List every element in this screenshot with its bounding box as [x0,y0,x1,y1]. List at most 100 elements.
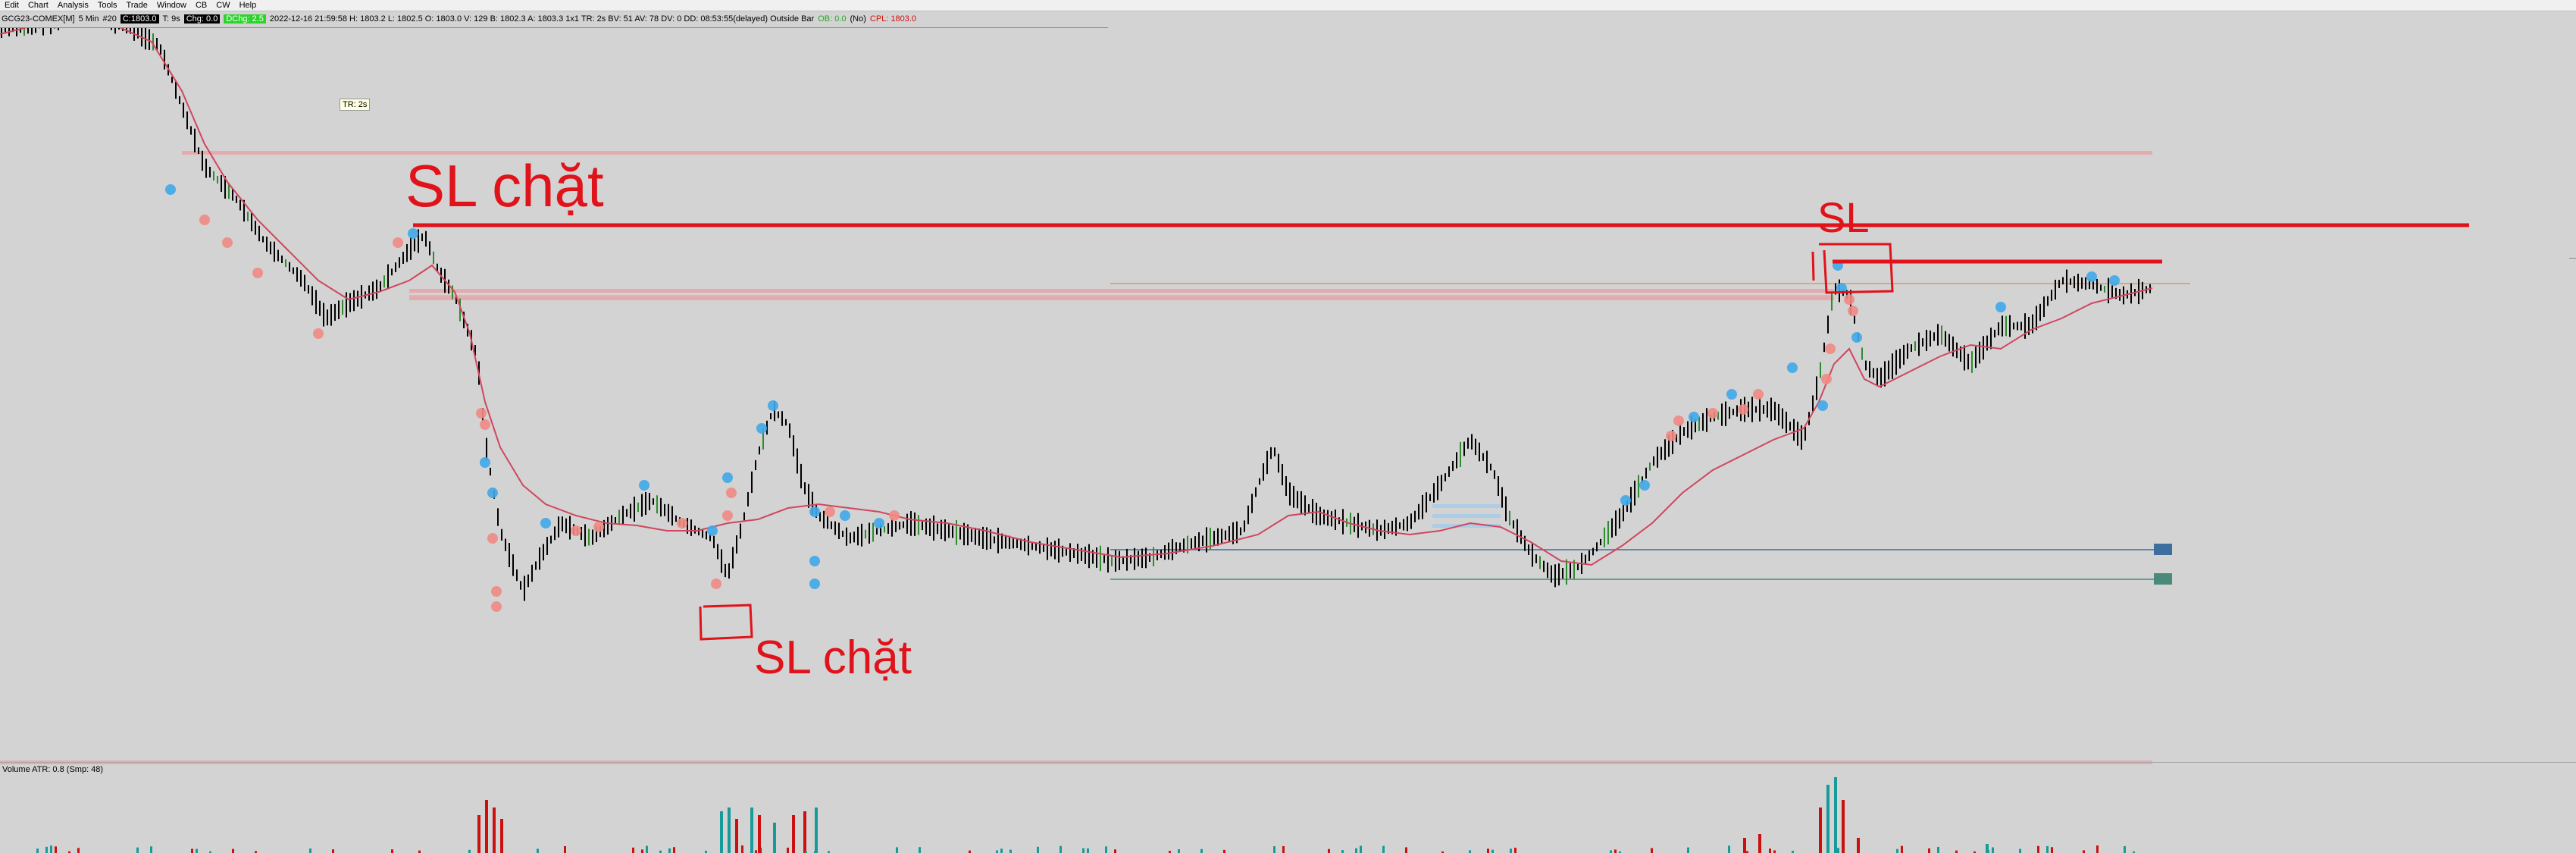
signal-dot-blue [840,510,850,521]
close-price-chip: C:1803.0 [120,14,159,24]
signal-dot-red [313,328,324,339]
volume-bar [728,808,731,853]
volume-bar [1223,849,1225,853]
menu-window[interactable]: Window [156,1,186,10]
signal-dot-red [1738,404,1748,415]
volume-bar [1901,845,1903,853]
signal-dot-red [1666,431,1676,441]
ob-value: OB: 0.0 [818,14,847,24]
signal-dot-red [825,506,835,517]
no-flag: (No) [850,14,866,24]
volume-bar [1928,848,1930,853]
menu-cb[interactable]: CB [195,1,208,10]
volume-bar [1060,845,1062,853]
volume-bar [1687,847,1689,853]
signal-dot-red [726,488,737,498]
signal-dot-blue [540,518,551,528]
volume-bar [537,848,539,853]
menu-edit[interactable]: Edit [5,1,19,10]
signal-dot-red [571,525,581,536]
symbol-label[interactable]: GCG23-COMEX[M] [2,14,75,24]
blue-level-marker [2154,544,2172,555]
volume-bar [1360,845,1362,853]
signal-dot-blue [756,423,767,434]
signal-dot-blue [1851,332,1862,343]
volume-bar [68,851,70,853]
menu-trade[interactable]: Trade [126,1,148,10]
volume-bar [309,848,311,853]
volume-bar [1842,800,1845,853]
volume-bar [232,848,234,853]
signal-dots [165,184,2120,612]
volume-bar [759,847,762,853]
menu-help[interactable]: Help [239,1,257,10]
signal-dot-red [199,215,210,225]
green-level-marker [2154,573,2172,585]
volume-bar [1328,848,1330,853]
signal-dot-blue [722,472,733,483]
volume-bar [1651,848,1653,853]
volume-bar [641,849,643,853]
volume-bar [758,815,761,853]
volume-bar [1773,850,1776,853]
volume-bar [391,849,393,853]
volume-bar [646,845,648,853]
volume-bar [1758,834,1761,853]
candlestick-series [1,28,2151,601]
volume-bar [1169,851,1171,853]
volume-bar [969,850,971,853]
signal-dot-red [491,601,502,612]
cpl-value: CPL: 1803.0 [869,14,917,24]
volume-bar [1491,849,1494,853]
volume-bar [750,808,753,853]
volume-pane-divider [0,762,2576,763]
volume-bar [1834,777,1837,853]
volume-bar [1114,849,1116,853]
volume-bar [2051,847,2053,853]
volume-bar [735,819,738,853]
menu-chart[interactable]: Chart [27,1,49,10]
volume-bar [1510,848,1512,853]
chart-info-bar: GCG23-COMEX[M] 5 Min #20 C:1803.0 T: 9s … [2,12,920,26]
signal-dot-red [393,237,403,248]
volume-bar [77,848,80,853]
signal-dot-red [1825,343,1836,354]
signal-dot-red [711,579,721,589]
volume-bar [2019,848,2021,853]
signal-dot-blue [1639,480,1650,491]
volume-bar [1619,851,1621,853]
signal-dot-blue [874,518,884,528]
signal-dot-red [1844,294,1855,305]
volume-bar [150,846,152,853]
signal-dot-red [677,518,687,528]
menu-cw[interactable]: CW [216,1,230,10]
volume-bar [477,815,480,853]
volume-bar [191,848,193,853]
bars-label: #20 [102,14,117,24]
volume-bar [564,845,566,853]
volume-bar [1355,848,1357,853]
volume-bar [803,811,806,853]
volume-bar [136,847,139,853]
volume-bar [493,808,496,853]
volume-bar [632,847,634,853]
menu-analysis[interactable]: Analysis [57,1,89,10]
signal-dot-blue [1995,302,2006,312]
volume-bar [1896,848,1898,853]
hand-drawn-annotations: SL chặt SL chặt SL [405,152,2469,684]
volume-bar [1792,851,1794,853]
menu-tools[interactable]: Tools [97,1,117,10]
daily-change-chip: DChg: 2.5 [224,14,266,24]
volume-bar [50,845,52,853]
volume-bar [2133,851,2135,853]
signal-dot-red [222,237,233,248]
volume-bar [1178,849,1180,853]
signal-dot-red [889,510,900,521]
interval-label[interactable]: 5 Min [78,14,99,24]
volume-bar [209,851,211,853]
volume-bar [1857,838,1860,853]
time-label: T: 9s [162,14,180,24]
menu-bar: Edit Chart Analysis Tools Trade Window C… [0,0,2576,11]
volume-bar [2096,845,2099,853]
price-chart[interactable]: SL chặt SL chặt SL [0,28,2576,853]
